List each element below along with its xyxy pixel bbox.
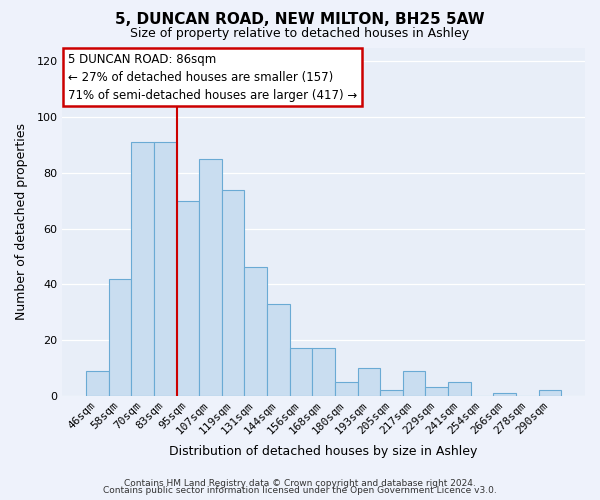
Bar bbox=[154, 142, 176, 396]
Bar bbox=[109, 278, 131, 396]
Bar bbox=[267, 304, 290, 396]
Text: Size of property relative to detached houses in Ashley: Size of property relative to detached ho… bbox=[130, 28, 470, 40]
Y-axis label: Number of detached properties: Number of detached properties bbox=[15, 123, 28, 320]
Bar bbox=[425, 387, 448, 396]
Bar bbox=[403, 370, 425, 396]
Text: 5 DUNCAN ROAD: 86sqm
← 27% of detached houses are smaller (157)
71% of semi-deta: 5 DUNCAN ROAD: 86sqm ← 27% of detached h… bbox=[68, 52, 357, 102]
X-axis label: Distribution of detached houses by size in Ashley: Distribution of detached houses by size … bbox=[169, 444, 478, 458]
Text: Contains public sector information licensed under the Open Government Licence v3: Contains public sector information licen… bbox=[103, 486, 497, 495]
Bar bbox=[86, 370, 109, 396]
Text: 5, DUNCAN ROAD, NEW MILTON, BH25 5AW: 5, DUNCAN ROAD, NEW MILTON, BH25 5AW bbox=[115, 12, 485, 28]
Bar bbox=[131, 142, 154, 396]
Bar bbox=[176, 200, 199, 396]
Bar bbox=[335, 382, 358, 396]
Bar bbox=[313, 348, 335, 396]
Bar bbox=[380, 390, 403, 396]
Bar bbox=[539, 390, 561, 396]
Bar bbox=[448, 382, 471, 396]
Bar bbox=[358, 368, 380, 396]
Bar bbox=[290, 348, 313, 396]
Bar bbox=[244, 268, 267, 396]
Bar bbox=[199, 159, 222, 396]
Text: Contains HM Land Registry data © Crown copyright and database right 2024.: Contains HM Land Registry data © Crown c… bbox=[124, 478, 476, 488]
Bar bbox=[222, 190, 244, 396]
Bar bbox=[493, 393, 516, 396]
